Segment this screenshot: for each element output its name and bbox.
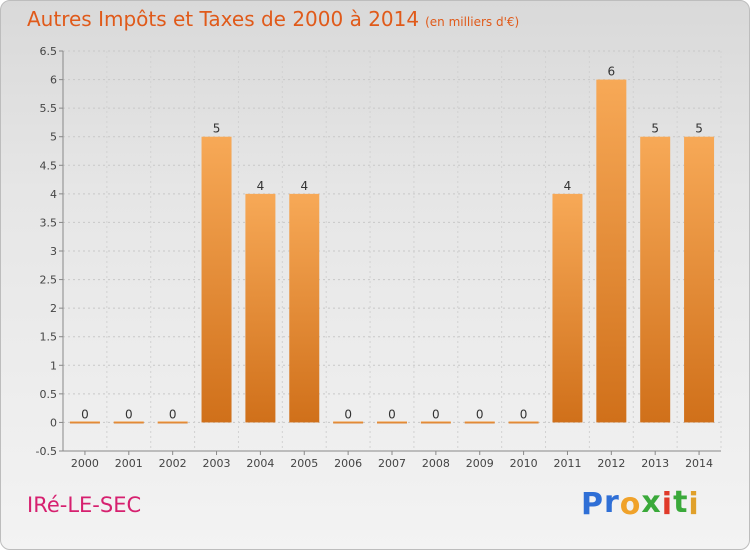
y-tick-label: 0.5 bbox=[40, 388, 58, 401]
bar bbox=[377, 421, 407, 424]
x-tick-label: 2005 bbox=[290, 457, 318, 470]
y-tick-label: 1 bbox=[50, 359, 57, 372]
bar bbox=[508, 421, 539, 424]
bar-value-label: 4 bbox=[300, 179, 308, 193]
bar-value-label: 0 bbox=[432, 407, 440, 421]
x-tick-label: 2002 bbox=[159, 457, 187, 470]
y-tick-label: 2.5 bbox=[40, 274, 58, 287]
brand-letter: P bbox=[581, 487, 604, 522]
bar-value-label: 5 bbox=[213, 122, 221, 136]
x-tick-label: 2003 bbox=[203, 457, 231, 470]
brand-letter: x bbox=[641, 485, 662, 520]
bar-value-label: 6 bbox=[608, 65, 616, 79]
bar-value-label: 0 bbox=[81, 407, 89, 421]
bars-layer: 0 0 0 5 4 4 0 0 0 0 0 4 6 5 5 bbox=[69, 65, 715, 424]
bar bbox=[552, 193, 583, 423]
bar bbox=[157, 421, 188, 424]
bar-value-label: 0 bbox=[169, 407, 177, 421]
chart-title-text: Autres Impôts et Taxes de 2000 à 2014 bbox=[27, 7, 420, 31]
y-tick-label: -0.5 bbox=[36, 445, 57, 458]
bar bbox=[596, 79, 627, 423]
bar bbox=[69, 421, 100, 424]
bar-value-label: 4 bbox=[564, 179, 572, 193]
brand-letter: r bbox=[604, 485, 620, 520]
brand-letter: i bbox=[688, 487, 700, 522]
x-tick-label: 2010 bbox=[510, 457, 538, 470]
x-tick-label: 2012 bbox=[597, 457, 625, 470]
y-tick-label: 1.5 bbox=[40, 331, 58, 344]
y-tick-label: 5 bbox=[50, 131, 57, 144]
brand-logo: Proxiti bbox=[581, 485, 700, 522]
x-tick-label: 2008 bbox=[422, 457, 450, 470]
y-tick-label: 3 bbox=[50, 245, 57, 258]
x-tick-label: 2013 bbox=[641, 457, 669, 470]
bar bbox=[684, 136, 715, 423]
bar bbox=[333, 421, 364, 424]
y-tick-label: 4 bbox=[50, 188, 57, 201]
bar-value-label: 0 bbox=[125, 407, 133, 421]
bar-value-label: 0 bbox=[476, 407, 484, 421]
brand-letter: i bbox=[661, 487, 674, 522]
bar bbox=[464, 421, 495, 424]
x-tick-label: 2001 bbox=[115, 457, 143, 470]
x-tick-label: 2000 bbox=[71, 457, 99, 470]
y-tick-label: 6 bbox=[50, 74, 57, 87]
brand-letter: o bbox=[619, 487, 642, 522]
x-tick-label: 2009 bbox=[466, 457, 494, 470]
bar-value-label: 0 bbox=[344, 407, 352, 421]
y-tick-label: 2 bbox=[50, 302, 57, 315]
bar bbox=[640, 136, 671, 423]
y-tick-label: 0 bbox=[50, 416, 57, 429]
bar-value-label: 0 bbox=[388, 407, 396, 421]
bar-value-label: 5 bbox=[695, 122, 703, 136]
bar bbox=[245, 193, 276, 423]
chart-title: Autres Impôts et Taxes de 2000 à 2014 (en… bbox=[27, 7, 519, 31]
x-tick-label: 2004 bbox=[246, 457, 274, 470]
y-tick-label: 5.5 bbox=[40, 102, 58, 115]
commune-name: IRé-LE-SEC bbox=[27, 493, 142, 517]
x-tick-label: 2007 bbox=[378, 457, 406, 470]
bar bbox=[113, 421, 144, 424]
bar-value-label: 0 bbox=[520, 407, 528, 421]
x-tick-label: 2014 bbox=[685, 457, 713, 470]
bar bbox=[289, 193, 320, 423]
bar bbox=[201, 136, 232, 423]
y-tick-label: 6.5 bbox=[40, 45, 58, 58]
bar-value-label: 4 bbox=[257, 179, 265, 193]
y-tick-label: 4.5 bbox=[40, 159, 58, 172]
axis-layer: -0.5 0 0.5 1 1.5 2 2.5 3 3.5 4 4.5 5 5.5 6 6.5 2000 2001… bbox=[36, 45, 721, 470]
chart-subtitle: (en milliers d'€) bbox=[425, 15, 520, 29]
x-tick-label: 2006 bbox=[334, 457, 362, 470]
brand-letter: t bbox=[673, 485, 689, 520]
x-tick-label: 2011 bbox=[553, 457, 581, 470]
bar-value-label: 5 bbox=[651, 122, 659, 136]
bar bbox=[420, 421, 451, 424]
y-tick-label: 3.5 bbox=[40, 216, 58, 229]
